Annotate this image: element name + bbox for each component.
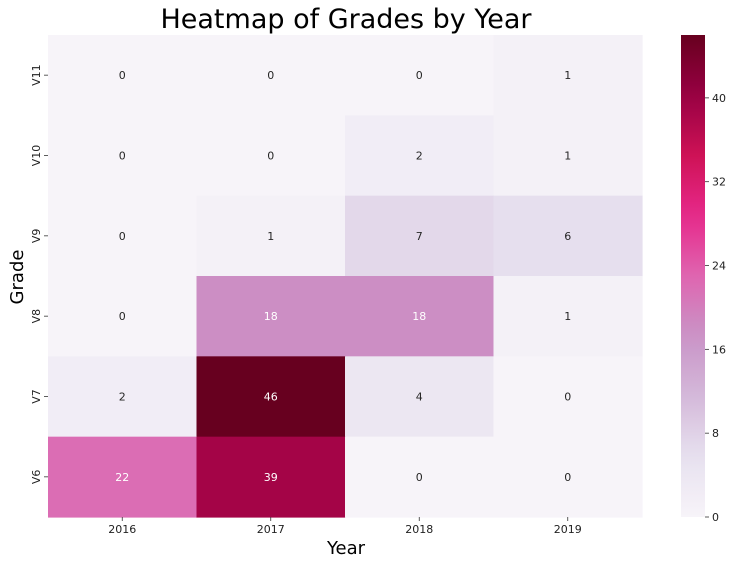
colorbar-tick-label: 32 [712,176,726,189]
cell-value-label: 2 [119,391,126,404]
heatmap-cell [48,195,198,277]
heatmap-cell [48,436,198,518]
colorbar-tick-label: 16 [712,343,726,356]
heatmap-cell [493,436,643,518]
x-tick-label: 2016 [108,523,136,536]
cell-value-label: 0 [119,69,126,82]
x-axis-ticks: 2016 2017 2018 2019 [108,517,582,536]
cell-value-label: 4 [416,391,423,404]
heatmap-cell [48,276,198,357]
y-tick-label: V8 [30,309,43,324]
cell-value-label: 2 [416,150,423,163]
heatmap-cell [493,195,643,277]
cell-value-label: 1 [564,150,571,163]
cell-value-label: 1 [564,69,571,82]
cell-value-label: 0 [119,310,126,323]
heatmap-cell [48,356,198,438]
cell-value-label: 0 [267,69,274,82]
cell-value-label: 0 [416,69,423,82]
heatmap-cell [345,276,495,357]
colorbar-tick-label: 8 [712,427,719,440]
heatmap-cell [493,356,643,438]
cell-value-label: 0 [564,471,571,484]
cell-value-label: 0 [267,150,274,163]
x-axis-label: Year [326,538,366,559]
y-tick-label: V9 [30,229,43,244]
heatmap-cell [493,35,643,116]
heatmap-cell [345,35,495,116]
heatmap-cell [493,115,643,197]
cell-value-label: 1 [564,310,571,323]
heatmap-cell [196,436,346,518]
x-tick-label: 2018 [405,523,433,536]
cell-value-label: 7 [416,230,423,243]
cell-value-label: 0 [564,391,571,404]
colorbar-tick-label: 40 [712,92,726,105]
cell-value-label: 22 [115,471,129,484]
x-tick-label: 2017 [257,523,285,536]
heatmap-cell [48,35,198,116]
heatmap-cell [345,195,495,277]
heatmap-cell [196,115,346,197]
heatmap-cell [196,276,346,357]
cell-value-label: 1 [267,230,274,243]
heatmap-cell [48,115,198,197]
cell-value-label: 39 [264,471,278,484]
heatmap-cell [196,195,346,277]
cell-value-label: 6 [564,230,571,243]
x-tick-label: 2019 [554,523,582,536]
cell-value-label: 46 [264,391,278,404]
cell-value-label: 0 [119,230,126,243]
y-tick-label: V7 [30,389,43,404]
heatmap-cell [345,356,495,438]
y-tick-label: V11 [30,64,43,86]
colorbar-tick-label: 0 [712,511,719,524]
heatmap-cells: 0 0 0 1 0 0 2 1 0 1 7 6 0 18 18 1 2 46 4 0 22 39 0 0 [48,35,643,518]
y-tick-label: V10 [30,145,43,167]
colorbar [681,35,705,517]
heatmap-cell [345,115,495,197]
colorbar-tick-label: 24 [712,260,726,273]
y-tick-label: V6 [30,470,43,485]
heatmap-cell [196,356,346,438]
heatmap-cell [345,436,495,518]
colorbar-ticks: 0 8 16 24 32 40 [705,92,726,524]
cell-value-label: 0 [119,150,126,163]
heatmap-cell [196,35,346,116]
y-axis-ticks: V11 V10 V9 V8 V7 V6 [30,64,48,484]
chart-title: Heatmap of Grades by Year [160,4,532,35]
cell-value-label: 18 [264,310,278,323]
cell-value-label: 18 [412,310,426,323]
heatmap-cell [493,276,643,357]
y-axis-label: Grade [7,250,28,305]
cell-value-label: 0 [416,471,423,484]
